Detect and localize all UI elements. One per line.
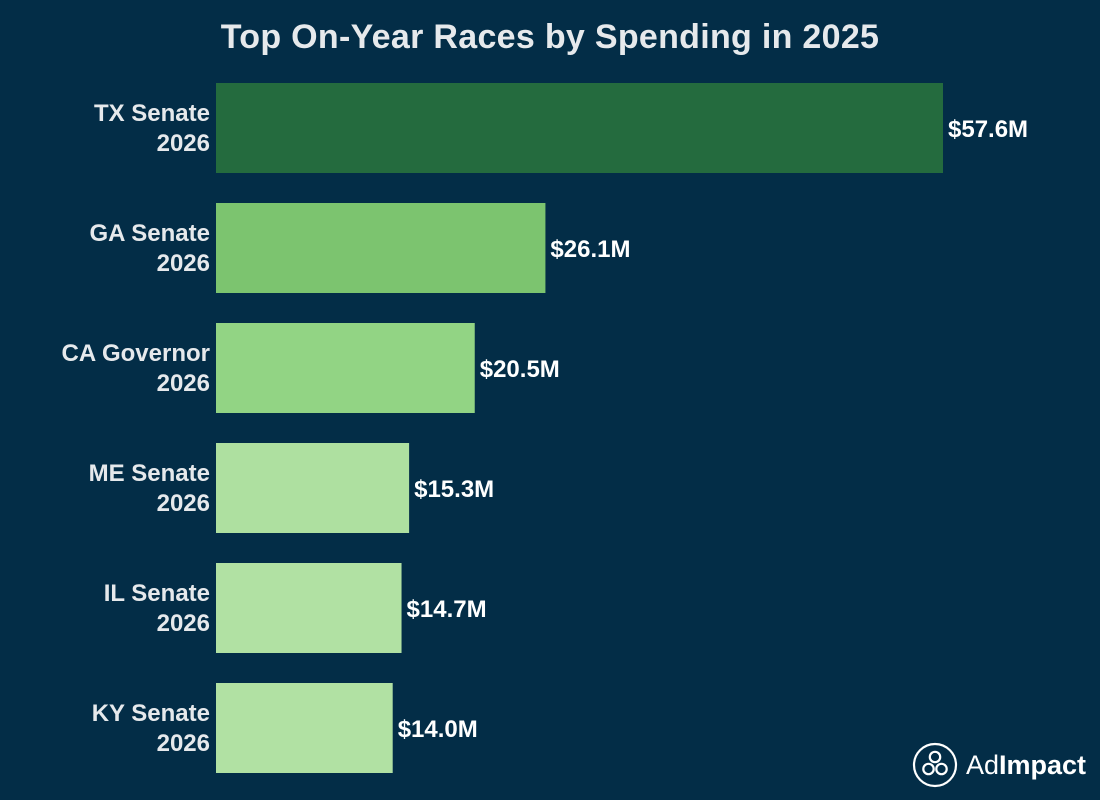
category-label-line: CA Governor (62, 340, 210, 367)
category-label-4: IL Senate 2026 (104, 580, 210, 637)
adimpact-logo-text: AdImpact (966, 750, 1086, 781)
value-label-5: $14.0M (398, 716, 478, 743)
value-label-1: $26.1M (550, 236, 630, 263)
adimpact-logo-icon (912, 742, 958, 788)
value-label-2: $20.5M (480, 356, 560, 383)
category-label-line: ME Senate (89, 460, 210, 487)
category-label-line: 2026 (157, 130, 210, 157)
category-label-2: CA Governor 2026 (62, 340, 210, 397)
category-label-line: 2026 (157, 610, 210, 637)
adimpact-logo: AdImpact (912, 742, 1086, 788)
category-label-line: GA Senate (90, 220, 210, 247)
bar-4 (216, 563, 402, 653)
bar-2 (216, 323, 475, 413)
category-label-line: TX Senate (94, 100, 210, 127)
value-label-4: $14.7M (407, 596, 487, 623)
category-label-line: 2026 (157, 490, 210, 517)
category-label-0: TX Senate 2026 (94, 100, 210, 157)
category-label-line: 2026 (157, 250, 210, 277)
category-label-line: IL Senate (104, 580, 210, 607)
category-label-1: GA Senate 2026 (90, 220, 210, 277)
value-label-3: $15.3M (414, 476, 494, 503)
category-label-line: KY Senate (92, 700, 210, 727)
category-label-line: 2026 (157, 730, 210, 757)
category-label-line: 2026 (157, 370, 210, 397)
category-label-3: ME Senate 2026 (89, 460, 210, 517)
category-label-5: KY Senate 2026 (92, 700, 210, 757)
bar-5 (216, 683, 393, 773)
logo-prefix: Ad (965, 749, 999, 780)
bar-3 (216, 443, 410, 533)
logo-suffix: Impact (998, 749, 1086, 780)
chart-title: Top On-Year Races by Spending in 2025 (220, 18, 880, 56)
value-label-0: $57.6M (948, 116, 1028, 143)
bar-0 (216, 83, 943, 173)
bar-1 (216, 203, 546, 293)
